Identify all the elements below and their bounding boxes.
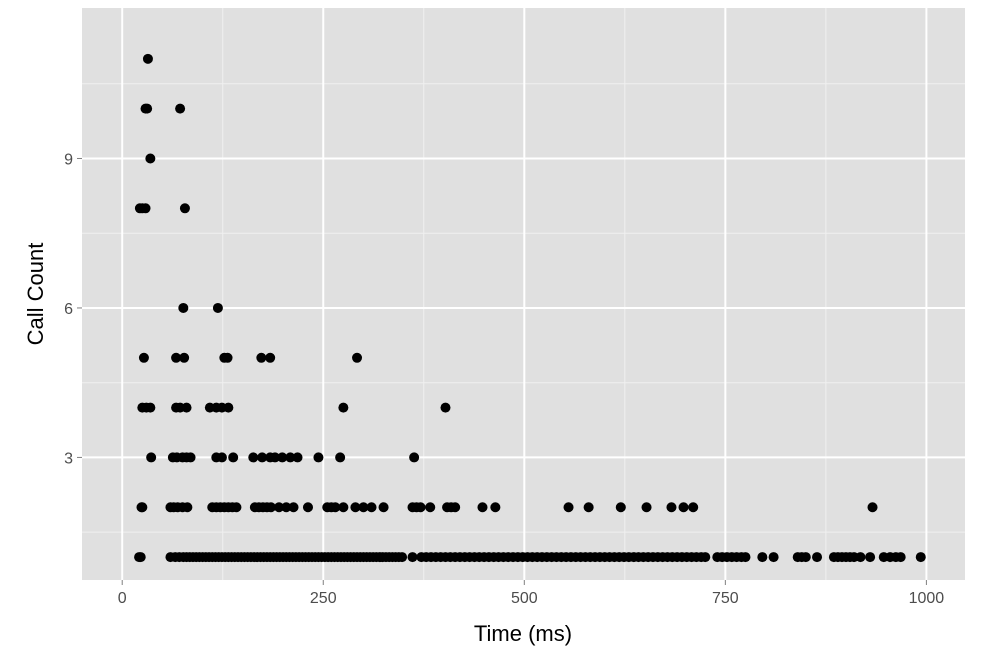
data-point: [490, 502, 501, 513]
data-point: [216, 452, 227, 463]
data-point: [182, 502, 193, 513]
data-point: [138, 352, 149, 363]
data-point: [740, 552, 751, 563]
x-tick-label: 0: [118, 590, 127, 607]
data-point: [181, 402, 192, 413]
data-point: [768, 552, 779, 563]
data-point: [288, 502, 299, 513]
data-point: [171, 352, 182, 363]
x-tick-label: 500: [511, 590, 538, 607]
data-point: [688, 502, 699, 513]
data-point: [615, 502, 626, 513]
data-point: [185, 452, 196, 463]
data-point: [285, 452, 296, 463]
y-tick-label: 9: [64, 151, 73, 168]
data-points: [134, 53, 926, 563]
data-point: [175, 103, 186, 114]
data-point: [313, 452, 324, 463]
data-point: [257, 452, 268, 463]
data-point: [145, 402, 156, 413]
x-tick-label: 1000: [909, 590, 945, 607]
data-point: [179, 352, 190, 363]
data-point: [265, 502, 276, 513]
x-axis-ticks: 0 250 500 750 1000: [118, 580, 945, 607]
data-point: [867, 502, 878, 513]
data-point: [700, 552, 711, 563]
data-point: [179, 203, 190, 214]
data-point: [145, 153, 156, 164]
data-point: [915, 552, 926, 563]
data-point: [409, 452, 420, 463]
data-point: [146, 452, 157, 463]
x-tick-label: 750: [712, 590, 739, 607]
data-point: [222, 352, 233, 363]
data-point: [212, 302, 223, 313]
data-point: [378, 502, 389, 513]
data-point: [350, 502, 361, 513]
data-point: [397, 552, 408, 563]
data-point: [277, 452, 288, 463]
data-point: [666, 502, 677, 513]
data-point: [338, 502, 349, 513]
data-point: [302, 502, 313, 513]
data-point: [425, 502, 436, 513]
data-point: [274, 502, 285, 513]
data-point: [231, 502, 242, 513]
data-point: [265, 352, 276, 363]
data-point: [855, 552, 866, 563]
data-point: [563, 502, 574, 513]
data-point: [137, 502, 148, 513]
data-point: [178, 302, 189, 313]
data-point: [812, 552, 823, 563]
data-point: [281, 502, 292, 513]
y-axis-title: Call Count: [23, 243, 48, 346]
x-axis-title: Time (ms): [474, 621, 572, 646]
data-point: [477, 502, 488, 513]
data-point: [865, 552, 876, 563]
y-axis-ticks: 3 6 9: [64, 151, 82, 467]
data-point: [415, 502, 426, 513]
data-point: [366, 502, 377, 513]
data-point: [223, 402, 234, 413]
y-tick-label: 6: [64, 301, 73, 318]
data-point: [142, 103, 153, 114]
data-point: [352, 352, 363, 363]
data-point: [142, 53, 153, 64]
data-point: [440, 402, 451, 413]
y-tick-label: 3: [64, 450, 73, 467]
data-point: [641, 502, 652, 513]
data-point: [228, 452, 239, 463]
data-point: [450, 502, 461, 513]
data-point: [292, 452, 303, 463]
data-point: [270, 452, 281, 463]
data-point: [583, 502, 594, 513]
data-point: [140, 203, 151, 214]
data-point: [256, 352, 267, 363]
data-point: [135, 552, 146, 563]
data-point: [338, 402, 349, 413]
data-point: [358, 502, 369, 513]
x-tick-label: 250: [310, 590, 337, 607]
data-point: [800, 552, 811, 563]
data-point: [757, 552, 768, 563]
data-point: [330, 502, 341, 513]
data-point: [678, 502, 689, 513]
data-point: [407, 552, 418, 563]
data-point: [248, 452, 259, 463]
data-point: [895, 552, 906, 563]
data-point: [335, 452, 346, 463]
